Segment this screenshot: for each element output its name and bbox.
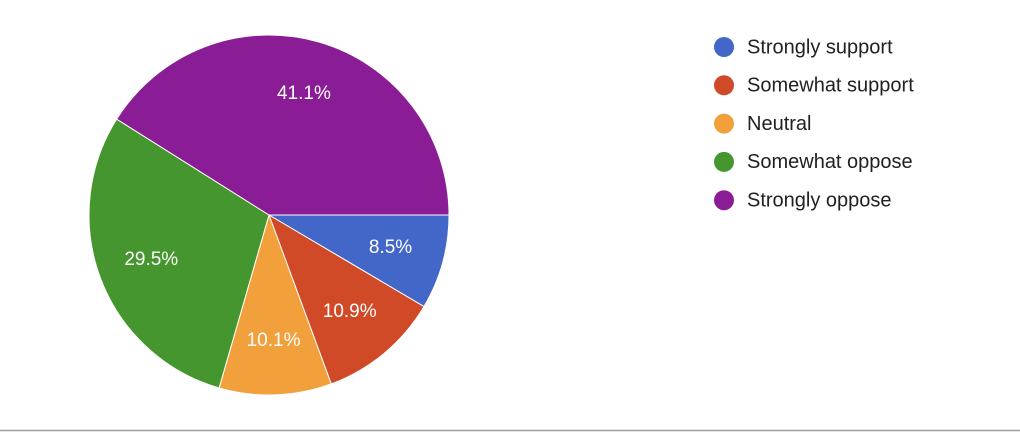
legend-marker bbox=[714, 37, 734, 57]
legend-label: Somewhat support bbox=[747, 75, 914, 97]
legend-label: Strongly oppose bbox=[747, 189, 892, 211]
legend-marker bbox=[714, 151, 734, 172]
legend-label: Somewhat oppose bbox=[747, 151, 913, 173]
pie-slice bbox=[218, 213, 332, 396]
slice-label: 41.1% bbox=[277, 83, 331, 104]
legend-marker bbox=[714, 190, 734, 211]
slice-label: 29.5% bbox=[124, 249, 178, 270]
slice-label: 10.9% bbox=[323, 301, 377, 322]
slice-label: 8.5% bbox=[369, 237, 412, 258]
legend-marker bbox=[714, 75, 734, 96]
slice-label: 10.1% bbox=[247, 330, 301, 351]
pie-slice bbox=[88, 118, 270, 389]
pie-slice bbox=[268, 213, 425, 385]
legend-marker bbox=[714, 113, 734, 134]
legend-label: Neutral bbox=[747, 113, 811, 135]
pie-slice bbox=[267, 214, 450, 308]
legend-label: Strongly support bbox=[747, 36, 893, 58]
pie-slice bbox=[115, 34, 450, 216]
